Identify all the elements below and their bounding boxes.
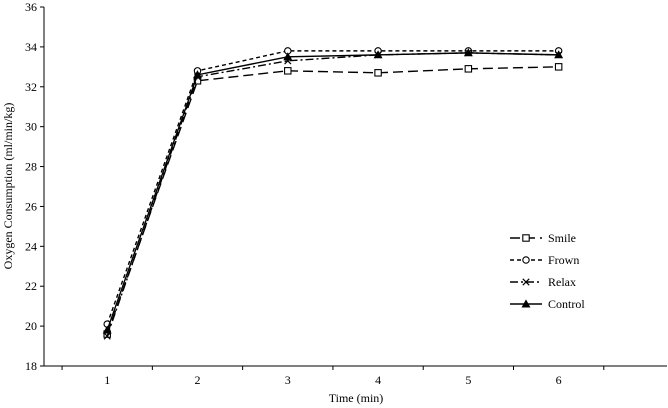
x-tick-label: 4 [375, 373, 381, 387]
data-point-smile [554, 63, 563, 71]
y-axis-title: Oxygen Consumption (ml/min/kg) [1, 103, 15, 270]
legend-label: Smile [548, 231, 576, 245]
series-line-control [106, 52, 559, 331]
y-tick-label: 36 [25, 0, 37, 14]
y-tick-label: 32 [25, 80, 37, 94]
x-tick-label: 5 [465, 373, 471, 387]
legend-item-smile: Smile [510, 231, 576, 245]
series-control [102, 48, 564, 334]
y-tick-label: 26 [25, 199, 37, 213]
legend-marker [522, 278, 530, 286]
data-point-smile [464, 65, 473, 73]
data-point-control [102, 325, 112, 334]
series-line-frown [106, 50, 559, 325]
legend-marker [522, 256, 530, 264]
data-point-relax [103, 332, 111, 340]
data-point-smile [374, 69, 382, 77]
y-tick-label: 22 [25, 279, 37, 293]
x-axis-title: Time (min) [329, 391, 384, 405]
series-smile [103, 63, 563, 338]
y-tick-label: 28 [25, 160, 37, 174]
y-tick-label: 18 [25, 359, 37, 373]
x-tick-label: 3 [285, 373, 291, 387]
legend-label: Frown [548, 253, 579, 267]
series-frown [103, 47, 563, 328]
legend-label: Relax [548, 275, 576, 289]
legend-label: Control [548, 297, 585, 311]
legend-item-frown: Frown [510, 253, 579, 267]
y-tick-label: 20 [25, 319, 37, 333]
y-tick-label: 30 [25, 120, 37, 134]
x-tick-label: 2 [194, 373, 200, 387]
legend-marker [522, 234, 530, 242]
x-tick-label: 1 [104, 373, 110, 387]
series-line-smile [106, 66, 559, 335]
y-tick-label: 24 [25, 239, 37, 253]
y-tick-label: 34 [25, 40, 37, 54]
legend-marker [521, 299, 531, 308]
data-point-control [283, 52, 293, 61]
data-point-control [373, 50, 383, 59]
legend: Smile Frown Relax Control [510, 231, 585, 311]
data-point-control [193, 70, 202, 79]
data-point-control [463, 48, 473, 57]
series-layer [102, 47, 564, 340]
data-point-smile [284, 67, 292, 75]
x-tick-label: 6 [556, 373, 562, 387]
data-point-control [554, 50, 564, 59]
series-line-relax [106, 52, 559, 337]
series-relax [103, 49, 563, 340]
legend-item-relax: Relax [510, 275, 576, 289]
legend-item-control: Control [510, 297, 585, 311]
